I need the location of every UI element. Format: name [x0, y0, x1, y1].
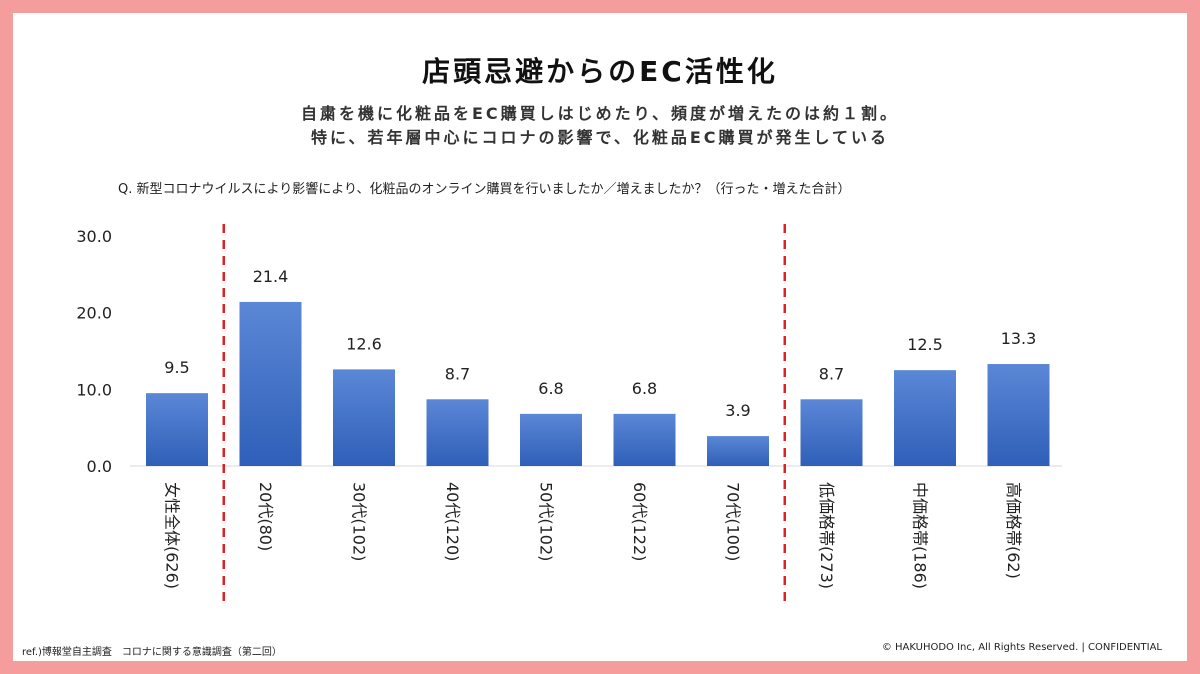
bar	[800, 399, 863, 466]
survey-question: Q. 新型コロナウイルスにより影響により、化粧品のオンライン購買を行いましたか／…	[118, 182, 851, 197]
data-label: 13.3	[1001, 329, 1037, 348]
category-label: 高価格帯(62)	[1004, 482, 1023, 579]
category-label: 30代(102)	[350, 482, 369, 561]
bar	[987, 364, 1050, 466]
subtitle-line-2: 特に、若年層中心にコロナの影響で、化粧品EC購買が発生している	[310, 128, 890, 147]
data-label: 6.8	[632, 379, 657, 398]
data-label: 8.7	[819, 364, 844, 383]
y-tick-label: 10.0	[76, 380, 112, 399]
data-label: 8.7	[445, 364, 470, 383]
page-title: 店頭忌避からのEC活性化	[422, 55, 778, 88]
category-label: 20代(80)	[256, 482, 275, 551]
category-label: 60代(122)	[630, 482, 649, 561]
category-label: 40代(120)	[443, 482, 462, 561]
subtitle-line-1: 自粛を機に化粧品をEC購買しはじめたり、頻度が増えたのは約１割。	[300, 104, 900, 123]
slide-background	[13, 13, 1187, 661]
category-label: 低価格帯(273)	[817, 482, 836, 589]
data-label: 12.6	[346, 334, 382, 353]
bar	[613, 413, 676, 466]
category-label: 女性全体(626)	[163, 482, 182, 589]
bar	[239, 301, 302, 466]
bar	[894, 370, 956, 466]
y-tick-label: 0.0	[87, 457, 112, 476]
bar	[333, 369, 395, 466]
category-label: 中価格帯(186)	[911, 482, 930, 589]
bar	[146, 393, 208, 466]
data-label: 6.8	[538, 379, 563, 398]
bar	[426, 399, 489, 466]
bar	[520, 413, 582, 466]
category-label: 70代(100)	[724, 482, 743, 561]
data-label: 3.9	[725, 401, 750, 420]
data-label: 12.5	[907, 335, 943, 354]
data-label: 9.5	[164, 358, 189, 377]
bar	[707, 436, 769, 466]
y-tick-label: 30.0	[76, 227, 112, 246]
footer-reference: ref.)博報堂自主調査 コロナに関する意識調査（第二回）	[22, 647, 282, 658]
category-label: 50代(102)	[537, 482, 556, 561]
data-label: 21.4	[253, 267, 289, 286]
footer-copyright: © HAKUHODO Inc, All Rights Reserved. | C…	[881, 642, 1162, 653]
y-tick-label: 20.0	[76, 304, 112, 323]
